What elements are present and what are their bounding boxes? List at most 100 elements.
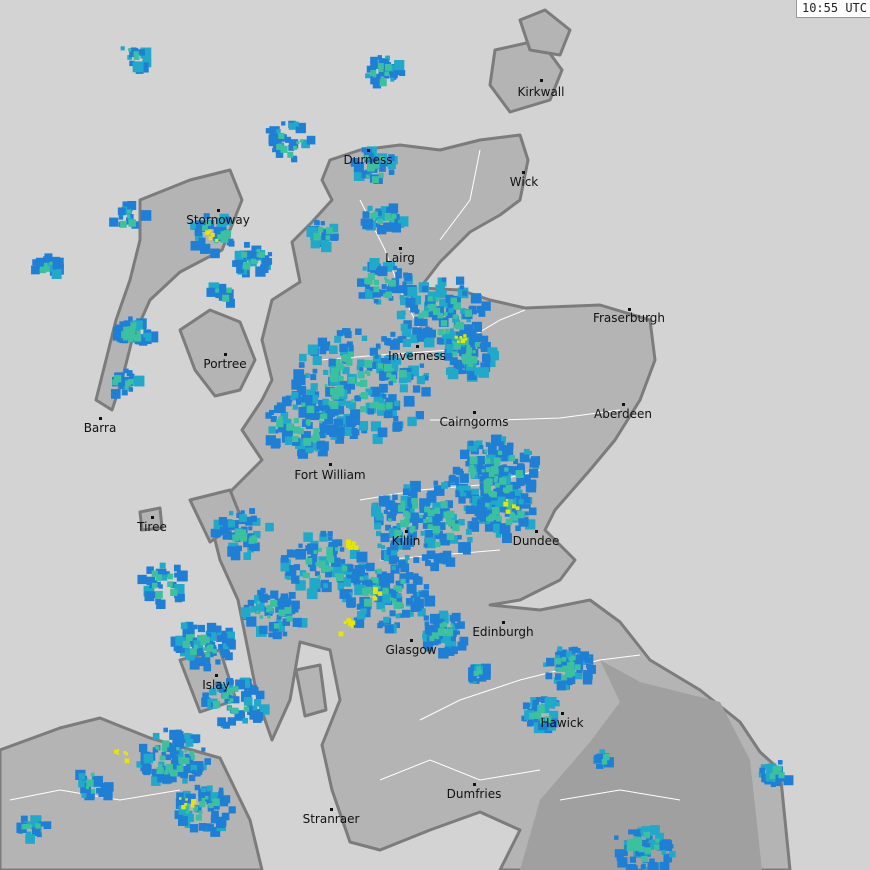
rain-cell-heavy xyxy=(287,151,294,158)
rain-cell xyxy=(221,633,228,640)
rain-cell xyxy=(200,243,211,254)
rain-cell xyxy=(438,281,446,288)
rain-cell xyxy=(163,571,170,578)
rain-cell-heavy xyxy=(243,706,250,712)
rain-cell-heavy xyxy=(778,772,785,779)
rain-cell xyxy=(201,654,211,664)
rain-cell xyxy=(309,577,321,589)
rain-cell-heavy xyxy=(562,665,569,672)
rain-cell-intense xyxy=(346,543,351,548)
rain-cell-intense xyxy=(345,539,351,545)
rain-cell xyxy=(298,362,305,368)
rain-cell xyxy=(51,269,62,280)
rain-cell-heavy xyxy=(561,656,567,662)
rain-cell xyxy=(184,732,191,739)
rain-cell-intense xyxy=(191,804,195,808)
rain-cell-heavy xyxy=(183,803,190,809)
rain-cell xyxy=(272,629,282,640)
rain-cell xyxy=(329,427,339,438)
isle-of-arran xyxy=(294,663,328,718)
rain-cell-heavy xyxy=(370,69,377,76)
rain-cell xyxy=(183,774,188,779)
rain-cell xyxy=(292,143,297,148)
rain-cell xyxy=(378,496,390,507)
rain-cell xyxy=(200,787,207,794)
rain-cell-heavy xyxy=(557,667,563,672)
rain-cell xyxy=(201,786,212,798)
rain-cell xyxy=(438,649,448,659)
rain-cell xyxy=(250,606,258,613)
rain-cell xyxy=(372,80,382,89)
rain-cell xyxy=(295,580,306,591)
rain-cell xyxy=(174,584,185,595)
place-label: Hawick xyxy=(540,716,584,730)
rain-cell-intense xyxy=(185,798,188,801)
rain-cell-heavy xyxy=(305,419,311,425)
rain-cell xyxy=(370,361,379,370)
rain-cell xyxy=(628,829,634,835)
rain-cell xyxy=(222,291,228,297)
rain-cell xyxy=(661,849,667,855)
rain-cell xyxy=(515,525,521,532)
rain-cell xyxy=(52,257,64,269)
rain-cell-heavy xyxy=(387,518,392,522)
rain-cell xyxy=(252,705,258,711)
rain-cell xyxy=(226,631,236,641)
rain-cell xyxy=(143,753,154,764)
rain-cell-heavy xyxy=(208,802,214,809)
rain-cell-heavy xyxy=(505,518,513,526)
rain-cell xyxy=(476,463,483,470)
rain-cell xyxy=(103,791,113,801)
rain-cell xyxy=(319,347,327,355)
rain-cell xyxy=(424,621,430,627)
rain-cell xyxy=(452,315,460,323)
rain-cell xyxy=(236,512,242,519)
rain-cell xyxy=(555,662,564,672)
rain-cell xyxy=(766,767,775,775)
rain-cell-heavy xyxy=(483,479,489,485)
rain-cell xyxy=(503,445,514,456)
rain-cell xyxy=(175,729,182,736)
rain-cell xyxy=(275,150,284,158)
rain-cell xyxy=(206,632,212,638)
place-label: Tiree xyxy=(137,520,167,534)
rain-cell xyxy=(448,307,454,313)
rain-cell xyxy=(444,348,454,358)
timestamp: 10:55 UTC xyxy=(795,0,870,18)
rain-cell xyxy=(328,234,333,239)
rain-cell xyxy=(151,776,161,786)
rain-cell xyxy=(505,465,512,472)
rain-cell xyxy=(339,589,350,599)
rain-cell xyxy=(550,719,555,725)
rain-cell-heavy xyxy=(373,286,380,293)
rain-cell-heavy xyxy=(176,747,180,751)
rain-cell-heavy xyxy=(167,573,174,580)
rain-cell xyxy=(175,740,182,747)
rain-cell xyxy=(306,226,318,238)
place-label: Fort William xyxy=(294,468,366,482)
rain-cell xyxy=(649,862,659,870)
rain-cell-heavy xyxy=(769,773,776,780)
rain-cell xyxy=(319,432,326,439)
rain-cell xyxy=(225,298,235,308)
rain-cell xyxy=(450,474,456,480)
rain-cell-heavy xyxy=(222,692,229,700)
rain-cell-heavy xyxy=(357,371,365,379)
rain-cell xyxy=(240,607,251,618)
rain-cell xyxy=(312,356,322,366)
rain-cell xyxy=(407,286,418,297)
rain-cell xyxy=(292,404,298,410)
rain-cell xyxy=(342,328,349,335)
rain-cell-heavy xyxy=(301,402,306,407)
rain-cell xyxy=(334,335,342,343)
rain-cell xyxy=(364,575,369,580)
rain-cell xyxy=(33,831,38,836)
rain-cell xyxy=(363,148,372,157)
place-marker xyxy=(410,639,413,642)
rain-cell xyxy=(575,648,581,653)
rain-cell-heavy xyxy=(280,145,288,153)
rain-cell xyxy=(377,224,387,235)
rain-cell xyxy=(370,56,378,65)
rain-cell-heavy xyxy=(259,615,264,619)
